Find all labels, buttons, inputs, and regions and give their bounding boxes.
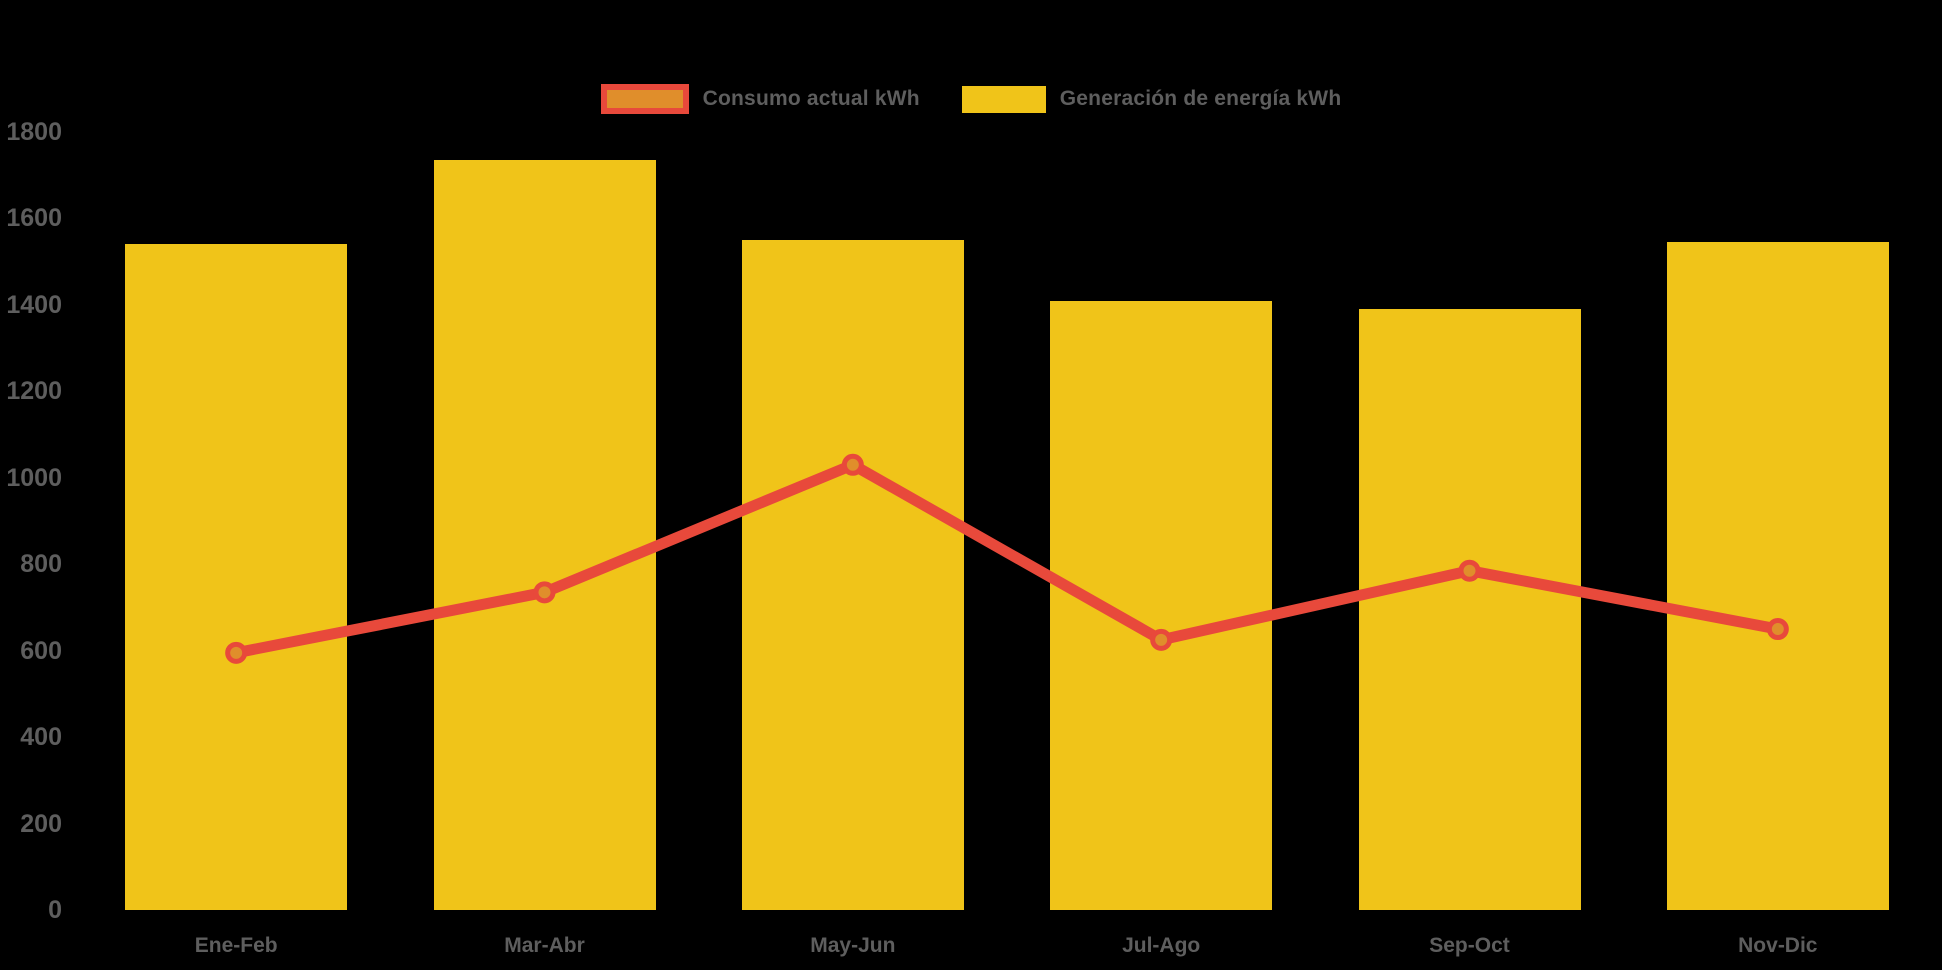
y-tick-label: 1400 (6, 290, 62, 319)
legend-swatch-generacion-icon (961, 85, 1046, 113)
y-tick-label: 1200 (6, 377, 62, 406)
y-tick-label: 400 (20, 723, 62, 752)
bar-generacion-Jul-Ago[interactable] (1050, 300, 1273, 910)
y-tick-label: 600 (20, 636, 62, 665)
bar-generacion-Ene-Feb[interactable] (125, 244, 348, 910)
x-category-label: Ene-Feb (194, 934, 278, 957)
bar-generacion-May-Jun[interactable] (741, 240, 964, 910)
legend-label-consumo: Consumo actual kWh (702, 87, 920, 110)
legend: Consumo actual kWh Generación de energía… (0, 84, 1942, 114)
bar-generacion-Nov-Dic[interactable] (1666, 242, 1889, 910)
x-category-label: Jul-Ago (1122, 934, 1201, 957)
bar-generacion-Sep-Oct[interactable] (1358, 309, 1581, 910)
y-tick-label: 1600 (6, 204, 62, 233)
legend-label-generacion: Generación de energía kWh (1059, 87, 1342, 110)
y-tick-label: 800 (20, 550, 62, 579)
y-tick-label: 1800 (6, 118, 62, 146)
y-tick-label: 1000 (6, 463, 62, 492)
y-tick-label: 0 (48, 896, 62, 924)
legend-item-consumo[interactable]: Consumo actual kWh (600, 84, 920, 114)
legend-item-generacion[interactable]: Generación de energía kWh (961, 85, 1342, 113)
consumo-point-Jul-Ago[interactable] (1150, 628, 1173, 651)
consumo-point-Nov-Dic[interactable] (1766, 618, 1789, 641)
y-tick-label: 200 (20, 809, 62, 838)
consumo-point-Ene-Feb[interactable] (225, 641, 248, 664)
bar-generacion-Mar-Abr[interactable] (433, 160, 656, 910)
x-category-label: May-Jun (810, 934, 896, 957)
x-category-label: Mar-Abr (504, 934, 585, 957)
consumo-point-May-Jun[interactable] (841, 453, 864, 476)
legend-swatch-consumo-icon (600, 84, 689, 114)
x-category-label: Nov-Dic (1738, 934, 1818, 957)
consumo-line (230, 459, 1784, 659)
consumo-point-Mar-Abr[interactable] (533, 581, 556, 604)
consumo-point-Sep-Oct[interactable] (1458, 559, 1481, 582)
x-category-label: Sep-Oct (1429, 934, 1510, 957)
